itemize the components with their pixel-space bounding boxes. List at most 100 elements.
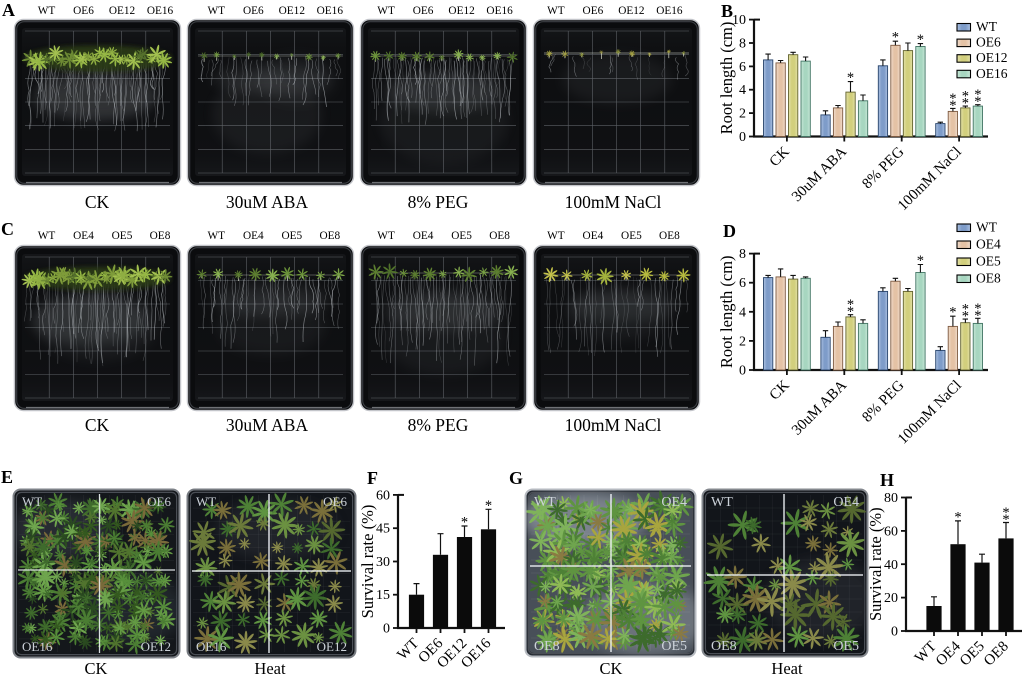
- svg-text:WT: WT: [208, 230, 226, 242]
- svg-text:OE12: OE12: [279, 5, 306, 17]
- svg-text:WT: WT: [38, 5, 56, 17]
- svg-text:C: C: [1, 219, 14, 239]
- svg-text:*: *: [917, 32, 924, 48]
- svg-text:*: *: [847, 304, 854, 320]
- svg-text:WT: WT: [208, 5, 226, 17]
- svg-text:OE6: OE6: [413, 5, 434, 17]
- svg-text:H: H: [880, 470, 894, 490]
- svg-text:CK: CK: [85, 415, 110, 435]
- svg-text:0: 0: [891, 625, 898, 640]
- svg-text:WT: WT: [976, 19, 998, 34]
- svg-text:OE5: OE5: [451, 230, 472, 242]
- svg-text:80: 80: [884, 491, 898, 506]
- svg-text:WT: WT: [196, 494, 216, 509]
- svg-text:OE5: OE5: [661, 639, 687, 654]
- svg-text:OE5: OE5: [281, 230, 302, 242]
- svg-text:CK: CK: [600, 659, 623, 678]
- svg-text:OE5: OE5: [976, 254, 1001, 269]
- svg-text:*: *: [892, 30, 899, 46]
- svg-text:OE16: OE16: [22, 639, 53, 654]
- svg-text:100mM NaCl: 100mM NaCl: [565, 192, 662, 212]
- svg-text:WT: WT: [711, 495, 733, 510]
- svg-text:*: *: [1002, 512, 1009, 528]
- svg-text:6: 6: [739, 276, 746, 291]
- svg-text:OE8: OE8: [150, 230, 171, 242]
- svg-text:WT: WT: [38, 230, 56, 242]
- svg-text:OE4: OE4: [413, 230, 434, 242]
- svg-text:Root length (cm): Root length (cm): [717, 255, 736, 368]
- svg-text:*: *: [949, 91, 956, 107]
- svg-text:*: *: [962, 309, 969, 325]
- svg-text:OE5: OE5: [621, 230, 642, 242]
- svg-text:OE4: OE4: [661, 495, 687, 510]
- svg-text:WT: WT: [22, 494, 42, 509]
- svg-text:30uM ABA: 30uM ABA: [226, 415, 309, 435]
- svg-text:30uM ABA: 30uM ABA: [226, 192, 309, 212]
- svg-text:OE16: OE16: [317, 5, 344, 17]
- svg-text:*: *: [974, 308, 981, 324]
- svg-text:WT: WT: [547, 230, 565, 242]
- svg-text:OE8: OE8: [659, 230, 680, 242]
- svg-text:*: *: [949, 98, 956, 114]
- svg-text:8% PEG: 8% PEG: [408, 192, 469, 212]
- svg-text:10: 10: [732, 13, 746, 28]
- svg-text:WT: WT: [547, 5, 565, 17]
- svg-text:OE8: OE8: [534, 639, 560, 654]
- svg-text:Survival rate (%): Survival rate (%): [358, 505, 377, 619]
- svg-text:CK: CK: [85, 659, 108, 678]
- svg-text:0: 0: [383, 622, 390, 637]
- svg-text:4: 4: [739, 305, 746, 320]
- svg-text:*: *: [847, 297, 854, 313]
- svg-text:OE12: OE12: [976, 50, 1008, 65]
- svg-text:OE8: OE8: [711, 639, 737, 654]
- svg-text:60: 60: [376, 488, 390, 503]
- svg-text:8: 8: [739, 37, 746, 52]
- svg-text:B: B: [721, 1, 733, 21]
- svg-text:OE8: OE8: [976, 271, 1001, 286]
- svg-text:Heat: Heat: [771, 659, 803, 678]
- svg-text:Survival rate (%): Survival rate (%): [866, 507, 885, 621]
- svg-text:0: 0: [739, 364, 746, 379]
- svg-text:OE12: OE12: [141, 639, 171, 654]
- svg-text:2: 2: [739, 107, 746, 122]
- svg-text:OE12: OE12: [317, 639, 347, 654]
- svg-text:*: *: [954, 509, 961, 525]
- svg-text:*: *: [974, 94, 981, 110]
- svg-text:OE4: OE4: [583, 230, 604, 242]
- svg-text:A: A: [2, 0, 15, 20]
- svg-text:E: E: [1, 467, 13, 487]
- svg-text:WT: WT: [534, 495, 556, 510]
- svg-text:OE4: OE4: [976, 237, 1001, 252]
- svg-text:*: *: [962, 89, 969, 105]
- svg-text:WT: WT: [377, 5, 395, 17]
- svg-text:CK: CK: [85, 192, 110, 212]
- svg-text:30: 30: [376, 555, 390, 570]
- svg-text:45: 45: [376, 522, 390, 537]
- svg-text:100mM NaCl: 100mM NaCl: [565, 415, 662, 435]
- svg-text:*: *: [962, 302, 969, 318]
- svg-text:*: *: [847, 70, 854, 86]
- svg-text:OE12: OE12: [109, 5, 136, 17]
- svg-text:OE16: OE16: [976, 66, 1008, 81]
- svg-text:20: 20: [884, 591, 898, 606]
- svg-text:40: 40: [884, 558, 898, 573]
- svg-text:WT: WT: [377, 230, 395, 242]
- svg-text:*: *: [949, 305, 956, 321]
- svg-text:0: 0: [739, 130, 746, 145]
- svg-text:15: 15: [376, 588, 390, 603]
- svg-text:OE4: OE4: [833, 495, 859, 510]
- svg-text:Root length (cm): Root length (cm): [717, 22, 736, 135]
- svg-text:6: 6: [739, 60, 746, 75]
- svg-text:OE4: OE4: [73, 230, 94, 242]
- svg-text:Heat: Heat: [254, 659, 286, 678]
- svg-text:OE5: OE5: [112, 230, 133, 242]
- svg-text:F: F: [367, 468, 378, 488]
- svg-text:8: 8: [739, 247, 746, 262]
- svg-text:OE5: OE5: [833, 639, 859, 654]
- svg-text:OE6: OE6: [243, 5, 264, 17]
- svg-text:OE16: OE16: [656, 5, 683, 17]
- svg-text:60: 60: [884, 524, 898, 539]
- svg-text:OE16: OE16: [486, 5, 513, 17]
- svg-text:G: G: [509, 468, 523, 488]
- svg-text:*: *: [962, 96, 969, 112]
